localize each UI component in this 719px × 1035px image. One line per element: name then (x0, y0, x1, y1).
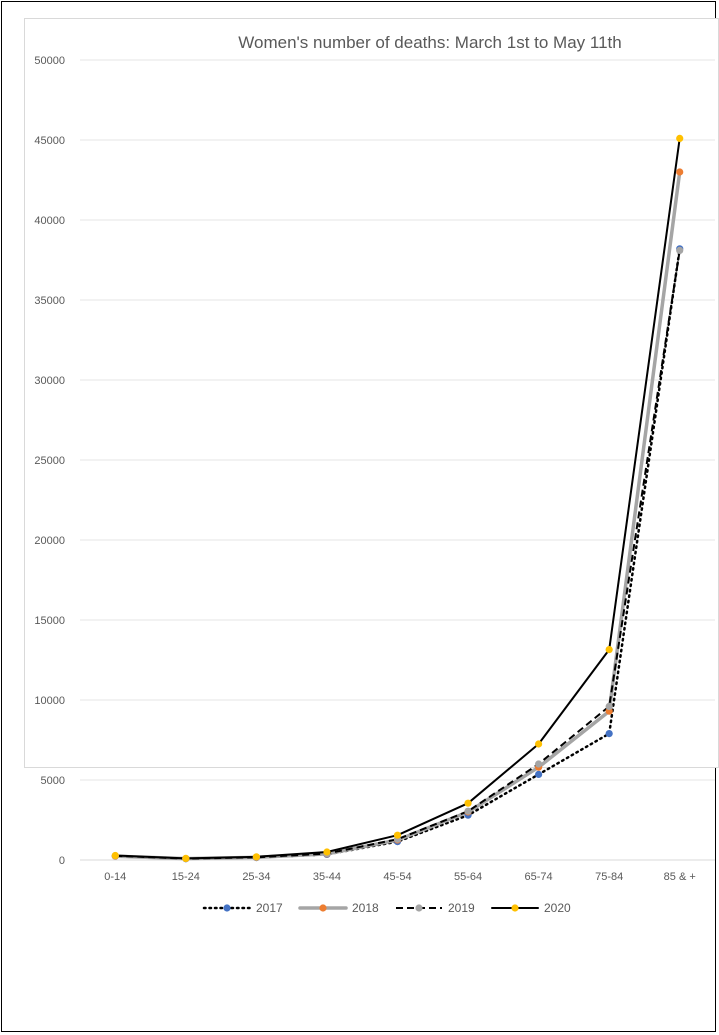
x-tick-label: 85 & + (664, 871, 696, 883)
chart-title: Women's number of deaths: March 1st to M… (238, 33, 621, 52)
data-point-2020 (535, 740, 543, 748)
data-point-2018 (676, 168, 684, 176)
legend-marker-2019 (415, 904, 423, 912)
legend-marker-2020 (511, 904, 519, 912)
data-point-2017 (535, 770, 543, 779)
legend: 2017 2018 2019 2020 (202, 901, 571, 915)
legend-label-2017: 2017 (256, 901, 283, 915)
legend-label-2020: 2020 (544, 901, 571, 915)
data-point-2020 (182, 854, 190, 863)
series-line-2019 (115, 250, 681, 860)
y-tick-label: 10000 (34, 695, 65, 707)
series-line-2018 (113, 170, 682, 861)
x-tick-label: 15-24 (172, 871, 200, 883)
data-point-2019 (535, 760, 543, 768)
data-point-2019 (676, 246, 684, 254)
y-tick-label: 5000 (41, 775, 65, 787)
legend-label-2019: 2019 (448, 901, 475, 915)
series-group (111, 134, 684, 863)
y-tick-label: 40000 (34, 215, 65, 227)
y-axis-ticks: 0 5000 10000 15000 20000 25000 30000 35000 40000… (34, 55, 65, 867)
y-tick-label: 15000 (34, 615, 65, 627)
series-line-2017 (114, 247, 681, 860)
y-tick-label: 20000 (34, 535, 65, 547)
data-point-2020 (393, 831, 402, 839)
y-tick-label: 30000 (34, 375, 65, 387)
x-tick-label: 45-54 (383, 871, 411, 883)
gridlines (80, 59, 715, 861)
y-tick-label: 25000 (34, 455, 65, 467)
x-tick-label: 65-74 (525, 871, 553, 883)
data-point-2019 (464, 807, 472, 815)
data-point-2020 (605, 646, 613, 654)
data-point-2020 (323, 848, 331, 856)
series-line-2020 (114, 137, 681, 860)
x-tick-label: 0-14 (104, 871, 126, 883)
legend-marker-2017 (223, 904, 231, 912)
y-tick-label: 35000 (34, 295, 65, 307)
chart-panel (24, 18, 719, 768)
data-point-2019 (605, 702, 613, 711)
x-tick-label: 55-64 (454, 871, 482, 883)
data-point-2020 (252, 853, 260, 861)
legend-label-2018: 2018 (352, 901, 379, 915)
data-point-2020 (676, 134, 684, 142)
x-tick-label: 75-84 (595, 871, 623, 883)
data-point-2020 (464, 799, 472, 807)
data-point-2017 (605, 730, 613, 738)
x-tick-label: 25-34 (242, 871, 270, 883)
y-tick-label: 0 (59, 855, 65, 867)
x-tick-label: 35-44 (313, 871, 341, 883)
y-tick-label: 50000 (34, 55, 65, 67)
y-tick-label: 45000 (34, 135, 65, 147)
legend-marker-2018 (319, 904, 327, 912)
data-point-2020 (111, 851, 119, 860)
x-axis-ticks: 0-14 15-24 25-34 35-44 45-54 55-64 65-74 75-84 8… (104, 871, 696, 883)
